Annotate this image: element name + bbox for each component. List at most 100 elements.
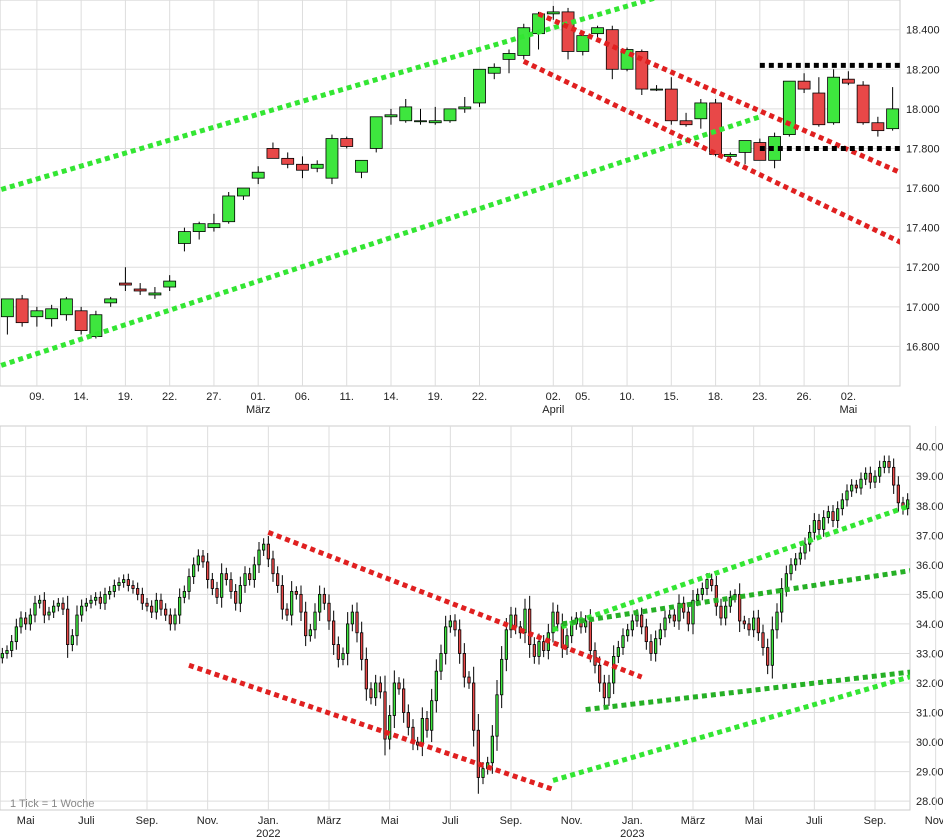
candle-up [490,735,494,764]
candle-up [705,579,709,589]
x-tick-label: 22. [162,391,177,403]
candle-up [775,611,779,631]
candle-down [686,611,690,625]
candle-up [237,187,250,197]
candle-up [551,611,555,634]
trendline-darkgreen [561,568,910,627]
candle-up [350,611,354,625]
candle-up [724,605,728,619]
candle-up [864,472,868,480]
x-tick-label: 06. [295,391,310,403]
candle-down [710,579,714,586]
candle-down [664,88,678,122]
y-tick-label: 34.000 [916,619,943,631]
candle-down [61,602,65,610]
candle-up [789,564,793,575]
candle-down [467,676,471,684]
candle-down [210,579,214,589]
candle-down [831,511,835,521]
candle-down [248,573,252,581]
x-tick-label: Nov. [561,815,583,827]
candle-up [780,588,784,613]
candle-down [136,588,140,595]
candle-up [30,310,44,318]
candle-up [112,585,116,592]
candle-up [104,298,118,304]
candle-up [94,596,98,601]
y-tick-label: 18.000 [906,104,940,116]
candle-down [332,620,336,645]
x-tick-label: 19. [428,391,443,403]
candle-up [154,599,158,613]
candle-down [635,51,649,90]
candle-up [313,611,317,631]
candle-down [598,664,602,684]
x-tick-label: 10. [619,391,634,403]
candle-down [797,80,811,90]
candle-down [296,163,309,171]
candle-down [453,620,457,631]
candle-down [276,573,280,586]
x-tick-label: Sep. [500,815,523,827]
candle-down [747,623,751,631]
candle-down [299,593,303,613]
candle-up [19,617,23,628]
candle-down [327,602,331,622]
trendline-red [522,59,900,245]
candle-up [537,641,541,657]
candle-up [252,564,256,580]
x-tick-sublabel: 2023 [620,828,644,838]
candle-up [495,694,499,737]
candle-down [229,579,233,592]
candle-up [840,499,844,510]
trendline-red [537,11,900,176]
candle-up [173,614,177,625]
y-tick-label: 39.000 [916,471,943,483]
candle-down [98,596,102,604]
weekly-candlestick-chart: 28.000 29.000 30.000 31.000 32.000 33.000 34.0… [0,425,943,838]
candle-down [753,142,767,161]
x-tick-label: 02. [546,391,561,403]
y-tick-label: 16.800 [906,341,940,353]
candle-up [576,35,590,52]
candle-down [458,629,462,654]
candle-down [131,585,135,589]
y-tick-label: 18.200 [906,64,940,76]
candle-down [340,138,354,147]
x-tick-label: Jan. [622,815,643,827]
candle-up [262,543,266,551]
candle-up [430,700,434,731]
candle-down [24,617,28,625]
candle-up [635,614,639,622]
candle-down [364,658,368,690]
candle-up [878,466,882,477]
candle-up [458,106,472,110]
candle-up [0,298,14,318]
candle-up [207,223,221,229]
candle-up [591,27,604,35]
candle-down [679,120,693,126]
candle-down [841,78,855,84]
candle-up [500,658,504,696]
candle-up [770,629,774,666]
candle-up [798,552,802,560]
candle-down [532,644,536,657]
candle-up [906,499,910,510]
x-tick-label: Sep. [136,815,159,827]
candle-down [126,579,130,586]
candle-up [728,596,732,607]
candle-up [5,650,9,654]
daily-candlestick-chart: 16.80017.00017.20017.40017.60017.80018.0… [0,0,940,416]
candle-up [222,195,236,223]
candle-down [593,650,597,666]
candle-down [168,614,172,625]
candle-up [220,573,224,598]
candle-down [896,484,900,504]
candle-down [766,647,770,666]
candle-up [752,617,756,631]
candle-down [817,520,821,530]
candle-up [654,638,658,654]
candle-up [148,292,162,296]
candle-up [658,629,662,640]
y-tick-label: 28.000 [916,796,943,808]
